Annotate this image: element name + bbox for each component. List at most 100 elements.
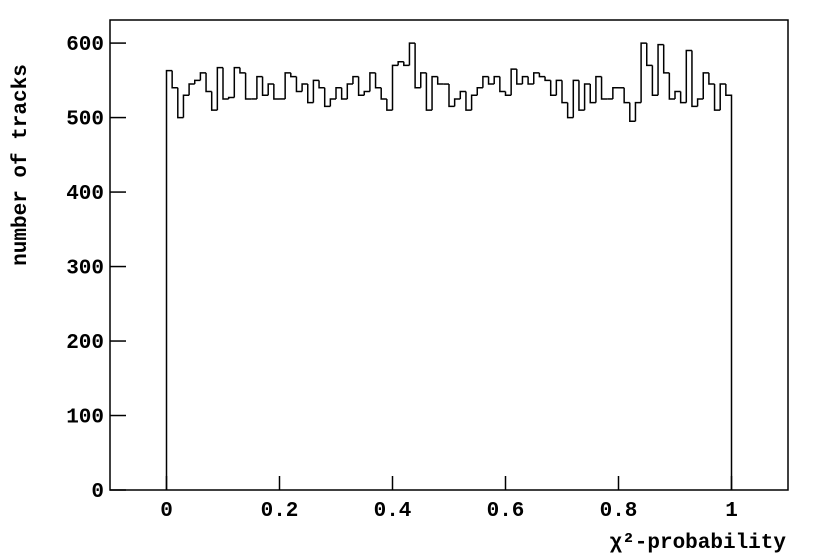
histogram-bin	[335, 87, 342, 99]
histogram-bin	[713, 84, 721, 111]
x-tick-label: 0	[160, 500, 173, 523]
histogram-bin	[244, 72, 252, 100]
histogram-bin	[696, 98, 704, 107]
histogram-bin	[397, 60, 404, 66]
histogram-bin	[188, 83, 195, 96]
y-tick-label: 500	[66, 109, 104, 132]
histogram-bin	[510, 68, 517, 96]
histogram-bin	[329, 98, 336, 107]
y-tick-label: 100	[66, 407, 104, 430]
x-tick-label: 0.6	[487, 500, 525, 523]
y-tick-label: 400	[66, 183, 104, 206]
histogram-bin	[679, 91, 687, 104]
histogram-bin	[612, 87, 619, 99]
histogram-bin	[403, 61, 410, 67]
histogram-bin	[634, 101, 642, 122]
histogram-bin	[431, 75, 438, 111]
histogram-bin	[312, 79, 320, 103]
y-tick-label: 600	[66, 34, 104, 57]
histogram-bin	[566, 102, 574, 119]
histogram-bin	[719, 83, 726, 111]
histogram-bin	[504, 91, 512, 96]
histogram-bin	[369, 72, 376, 92]
histogram-bin	[222, 67, 229, 100]
histogram-bin	[391, 64, 399, 111]
histogram-bin	[284, 72, 291, 99]
histogram-bin	[233, 66, 240, 98]
histogram-bin	[459, 90, 466, 99]
histogram-bin	[589, 84, 596, 104]
histogram-bin	[572, 79, 579, 118]
histogram-bin	[210, 91, 218, 111]
histogram-bin	[499, 76, 506, 93]
histogram-bin	[657, 43, 664, 96]
x-tick-label: 0.2	[261, 500, 299, 523]
histogram-bin	[493, 75, 500, 85]
histogram-bin	[629, 102, 636, 123]
histogram-bin	[318, 80, 325, 89]
histogram-bin	[346, 83, 353, 99]
histogram-bin	[521, 75, 529, 85]
histogram-bin	[561, 80, 568, 104]
histogram-bin	[239, 67, 246, 74]
y-tick-label: 300	[66, 258, 104, 281]
histogram-bin	[465, 91, 472, 111]
histogram-bin	[182, 94, 190, 118]
histogram-bin	[646, 43, 653, 67]
x-tick-label: 0.4	[374, 500, 412, 523]
histogram-bin	[544, 76, 551, 82]
histogram-bin	[691, 50, 698, 108]
histogram-bin	[527, 76, 534, 85]
histogram-bin	[194, 79, 201, 85]
histogram-bin	[267, 83, 274, 96]
histogram-bin	[340, 87, 348, 100]
histogram-bin	[555, 79, 562, 96]
histogram-bin	[583, 83, 591, 111]
histogram-bin	[273, 84, 280, 100]
histogram-bin	[295, 76, 303, 93]
histogram-bin	[380, 87, 387, 100]
histogram-bin	[482, 75, 489, 88]
histogram-bin	[549, 80, 557, 96]
histogram-bin	[476, 87, 483, 96]
histogram-bin	[261, 76, 269, 96]
histogram-bin	[177, 87, 184, 119]
histogram-bin	[165, 69, 173, 490]
x-tick-label: 1	[725, 500, 738, 523]
histogram-bin	[702, 72, 709, 99]
histogram-bin	[623, 87, 630, 104]
histogram-bin	[487, 76, 495, 85]
histogram-bin	[725, 84, 733, 490]
histogram-bin	[323, 87, 331, 108]
histogram-bin	[216, 66, 223, 111]
histogram-bin	[662, 44, 670, 74]
histogram-bin	[668, 72, 675, 100]
histogram-bin	[685, 49, 692, 103]
histogram-bin	[516, 69, 523, 85]
histogram-bin	[708, 72, 715, 85]
histogram-bin	[374, 72, 382, 89]
histogram-bin	[448, 84, 455, 108]
x-axis-title: χ²-probability	[610, 532, 787, 555]
histogram-bin	[408, 42, 416, 66]
histogram-bin	[640, 42, 647, 103]
histogram-bin	[357, 76, 365, 96]
histogram-bin	[307, 84, 314, 104]
plot-frame	[109, 19, 789, 491]
histogram-bin	[386, 98, 393, 111]
histogram-bin	[425, 72, 433, 111]
histogram-bin	[533, 72, 540, 85]
histogram-bin	[205, 72, 212, 93]
histogram-bin	[290, 72, 297, 78]
histogram-bin	[227, 96, 235, 99]
histogram-bin	[352, 75, 359, 85]
histogram-bin	[538, 72, 546, 78]
histogram-bin	[301, 83, 308, 92]
histogram-bin	[199, 72, 207, 81]
histogram-bin	[600, 76, 608, 100]
y-tick-label: 0	[91, 481, 104, 504]
histogram-bin	[651, 65, 659, 96]
histogram-bin	[436, 76, 444, 85]
histogram-bin	[674, 90, 681, 99]
